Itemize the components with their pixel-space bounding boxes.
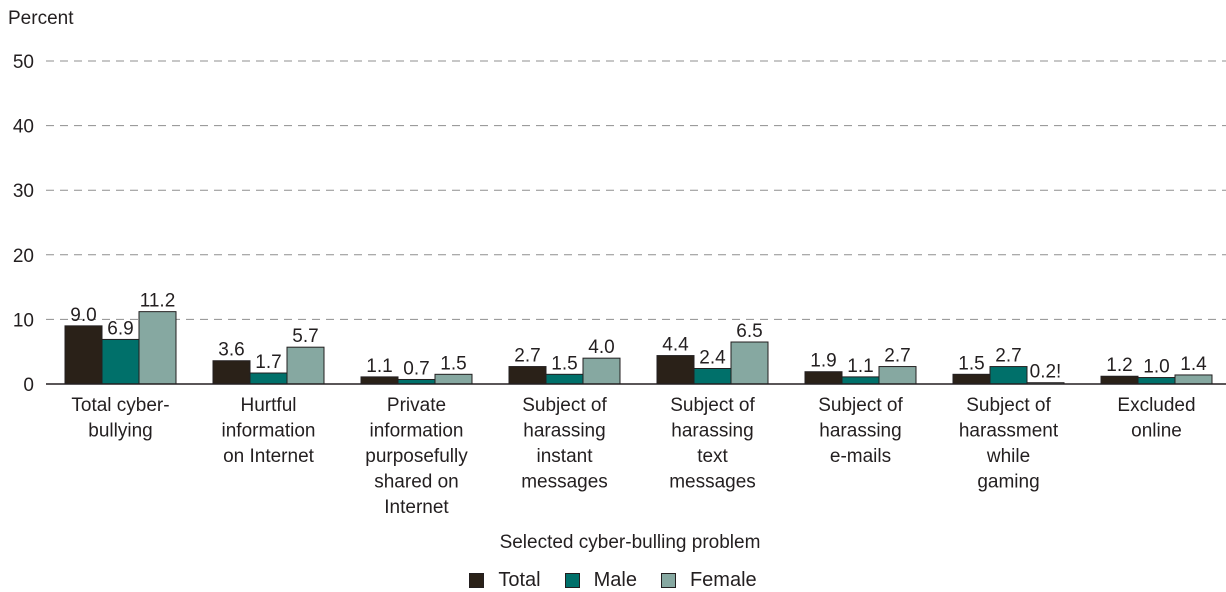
category-label: harassment: [959, 421, 1059, 442]
category-label: e-mails: [830, 446, 891, 467]
bar-male: [101, 338, 140, 385]
data-label: 1.4: [1180, 354, 1207, 375]
legend: Total Male Female: [0, 569, 1226, 592]
bar-total: [804, 371, 843, 385]
y-tick-label: 20: [13, 246, 34, 267]
data-labels: 9.0 6.9 11.2 3.6 1.7 5.7 1.1 0.7 1.5 2.7 1.5 4.0 4.4…: [70, 291, 1207, 383]
data-label: 2.7: [884, 346, 910, 367]
data-label: 4.0: [588, 337, 614, 358]
bar-total: [508, 366, 547, 385]
bar-total: [212, 360, 251, 385]
bar-total: [656, 355, 695, 385]
data-label: 6.9: [107, 318, 133, 339]
bar-male: [1137, 377, 1176, 385]
category-label: information: [222, 421, 316, 442]
category-label: harassing: [523, 421, 605, 442]
y-tick-label: 40: [13, 117, 34, 138]
category-label: Subject of: [818, 395, 903, 416]
category-label: Subject of: [522, 395, 607, 416]
legend-swatch: [564, 573, 580, 588]
data-label: 2.4: [699, 347, 726, 368]
category-label: Subject of: [966, 395, 1051, 416]
bar-male: [249, 372, 288, 385]
x-axis-title: Selected cyber-bulling problem: [500, 532, 761, 553]
category-label: while: [986, 446, 1030, 467]
category-label: on Internet: [223, 446, 315, 467]
legend-item-male: Male: [564, 569, 637, 592]
bar-female: [878, 366, 917, 385]
category-label: Internet: [384, 497, 449, 518]
category-label: gaming: [977, 472, 1039, 493]
data-label: 2.7: [514, 346, 540, 367]
legend-label: Female: [689, 569, 757, 591]
bar-female: [730, 341, 769, 385]
y-tick-label: 0: [23, 375, 34, 396]
y-tick-label: 10: [13, 310, 34, 331]
bar-chart: Percent 0 10 20 30 40 50 9.0 6.9 11.2 3.6 1.7 5.7 1…: [8, 8, 1226, 553]
gridlines: [46, 60, 1226, 320]
bar-total: [952, 373, 991, 385]
bar-male: [841, 376, 880, 385]
data-label: 1.9: [810, 351, 836, 372]
legend-item-total: Total: [469, 569, 541, 592]
data-label: 3.6: [218, 340, 244, 361]
category-labels: Total cyber-bullying Hurtful information on…: [71, 395, 1195, 518]
data-label: 6.5: [736, 321, 762, 342]
category-label: bullying: [88, 421, 152, 442]
legend-label: Total: [498, 569, 541, 591]
bar-female: [582, 357, 621, 385]
legend-label: Male: [593, 569, 637, 591]
data-label: 1.7: [255, 352, 281, 373]
data-label: 1.5: [440, 353, 466, 374]
data-label: 9.0: [70, 305, 96, 326]
bar-female: [434, 373, 473, 385]
category-label: information: [370, 421, 464, 442]
y-axis-title: Percent: [8, 8, 74, 29]
category-label: shared on: [374, 472, 459, 493]
data-label: 2.7: [995, 346, 1021, 367]
category-label: messages: [521, 472, 608, 493]
bar-total: [64, 325, 103, 385]
bar-female: [1174, 374, 1213, 385]
category-label: text: [697, 446, 728, 467]
bar-female: [286, 346, 325, 385]
category-label: harassing: [671, 421, 753, 442]
bar-total: [360, 376, 399, 385]
y-tick-label: 50: [13, 52, 34, 73]
data-label: 1.5: [958, 353, 984, 374]
data-label: 0.7: [403, 358, 429, 379]
data-label: 1.2: [1106, 355, 1132, 376]
category-label: harassing: [819, 421, 901, 442]
category-label: Hurtful: [241, 395, 297, 416]
bar-male: [989, 366, 1028, 385]
data-label: 0.2!: [1030, 362, 1062, 383]
data-label: 1.1: [847, 356, 873, 377]
category-label: Subject of: [670, 395, 755, 416]
category-label: instant: [537, 446, 594, 467]
y-tick-label: 30: [13, 181, 34, 202]
data-label: 4.4: [662, 335, 689, 356]
category-label: online: [1131, 421, 1182, 442]
category-label: Total cyber-: [71, 395, 169, 416]
data-label: 5.7: [292, 326, 318, 347]
data-label: 1.5: [551, 353, 577, 374]
category-label: Excluded: [1117, 395, 1195, 416]
category-label: purposefully: [365, 446, 468, 467]
category-label: Private: [387, 395, 446, 416]
bars: [64, 311, 1213, 385]
bar-female: [138, 311, 177, 385]
data-label: 11.2: [140, 291, 176, 312]
data-label: 1.1: [366, 356, 392, 377]
legend-item-female: Female: [660, 569, 757, 592]
bar-male: [693, 367, 732, 385]
bar-male: [545, 373, 584, 385]
data-label: 1.0: [1143, 357, 1169, 378]
y-tick-labels: 0 10 20 30 40 50: [13, 52, 34, 396]
legend-swatch: [660, 573, 676, 588]
legend-swatch: [469, 573, 485, 588]
bar-total: [1100, 375, 1139, 385]
category-label: messages: [669, 472, 756, 493]
